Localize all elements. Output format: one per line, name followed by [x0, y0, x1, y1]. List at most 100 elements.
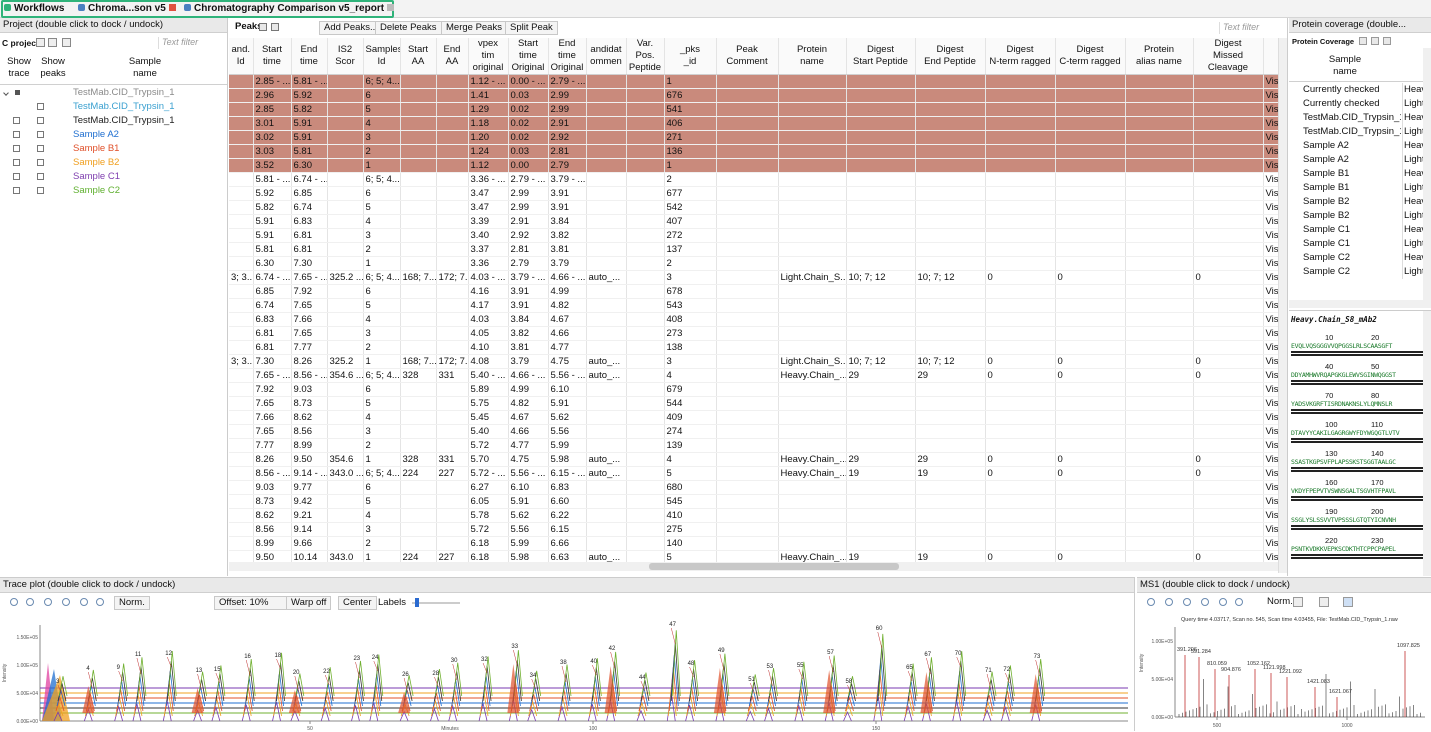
- peak-row[interactable]: 5.81 - ... 6.74 - ... 6; 5; 4... 3.36 - ...…: [229, 172, 1278, 187]
- peak-row[interactable]: 7.92 9.03 6 5.89 4.99 6.10 679 Vis: [229, 382, 1278, 397]
- zoom-icon[interactable]: [1147, 598, 1155, 606]
- toolbar-icon[interactable]: [271, 23, 279, 31]
- peak-row[interactable]: 6.81 7.65 3 4.05 3.82 4.66 273 Vis: [229, 326, 1278, 341]
- checkbox[interactable]: [37, 187, 44, 194]
- checkbox[interactable]: [37, 173, 44, 180]
- project-row[interactable]: Sample A2: [0, 128, 227, 142]
- toolbar-icon[interactable]: [1343, 597, 1353, 607]
- column-header[interactable]: Var. Pos. Peptide: [626, 38, 665, 75]
- column-header[interactable]: End time Original: [548, 38, 587, 75]
- checkbox[interactable]: [13, 159, 20, 166]
- checkbox[interactable]: [37, 131, 44, 138]
- zoom-icon[interactable]: [62, 598, 70, 606]
- peak-row[interactable]: 3.01 5.91 4 1.18 0.02 2.91 406 Vis: [229, 116, 1278, 131]
- toolbar-button[interactable]: Merge Peaks: [441, 21, 507, 35]
- column-header[interactable]: Protein name: [778, 38, 847, 75]
- tab[interactable]: Workflows: [4, 2, 72, 16]
- column-header[interactable]: IS2 Scor: [327, 38, 364, 75]
- column-header[interactable]: [1263, 38, 1278, 75]
- peak-row[interactable]: 7.65 - ... 8.56 - ... 354.6 ... 6; 5; 4... 3…: [229, 368, 1278, 383]
- peak-row[interactable]: 7.65 8.73 5 5.75 4.82 5.91 544 Vis: [229, 396, 1278, 411]
- checkbox[interactable]: [13, 173, 20, 180]
- peak-row[interactable]: 2.85 5.82 5 1.29 0.02 2.99 541 Vis: [229, 102, 1278, 117]
- zoom-icon[interactable]: [96, 598, 104, 606]
- zoom-icon[interactable]: [1235, 598, 1243, 606]
- checkbox[interactable]: [13, 187, 20, 194]
- peak-row[interactable]: 2.96 5.92 6 1.41 0.03 2.99 676 Vis: [229, 88, 1278, 103]
- peak-row[interactable]: 6.74 7.65 5 4.17 3.91 4.82 543 Vis: [229, 298, 1278, 313]
- column-header[interactable]: End time: [291, 38, 328, 75]
- coverage-row[interactable]: Sample C1 Light.: [1289, 237, 1423, 251]
- project-row[interactable]: TestMab.CID_Trypsin_1: [0, 86, 227, 100]
- project-row[interactable]: Sample C1: [0, 170, 227, 184]
- offset-control[interactable]: Offset: 10%: [214, 596, 292, 610]
- coverage-row[interactable]: Sample A2 Heavy: [1289, 139, 1423, 153]
- tree-expander[interactable]: [3, 90, 9, 96]
- tab-close[interactable]: [387, 4, 395, 11]
- checkbox[interactable]: [15, 90, 20, 95]
- coverage-row[interactable]: TestMab.CID_Trypsin_1Light.: [1289, 125, 1423, 139]
- toolbar-button[interactable]: Add Peaks...: [319, 21, 383, 35]
- peak-row[interactable]: 9.50 10.14 343.0 1 224 227 6.18 5.98 6.63 auto_..…: [229, 550, 1278, 562]
- column-header[interactable]: Samples Id: [363, 38, 401, 75]
- coverage-row[interactable]: TestMab.CID_Trypsin_1Heavy: [1289, 111, 1423, 125]
- project-row[interactable]: TestMab.CID_Trypsin_1: [0, 114, 227, 128]
- peak-row[interactable]: 5.91 6.81 3 3.40 2.92 3.82 272 Vis: [229, 228, 1278, 243]
- horizontal-scrollbar[interactable]: [1289, 300, 1423, 308]
- zoom-icon[interactable]: [1165, 598, 1173, 606]
- peak-row[interactable]: 6.81 7.77 2 4.10 3.81 4.77 138 Vis: [229, 340, 1278, 355]
- toolbar-icon[interactable]: [48, 38, 57, 47]
- tab[interactable]: Chromatography Comparison v5_report: [184, 2, 395, 16]
- vertical-scrollbar[interactable]: [1278, 38, 1287, 573]
- project-row[interactable]: Sample C2: [0, 184, 227, 198]
- column-header[interactable]: andidat ommen: [586, 38, 627, 75]
- peak-row[interactable]: 5.82 6.74 5 3.47 2.99 3.91 542 Vis: [229, 200, 1278, 215]
- coverage-row[interactable]: Sample B1 Light.: [1289, 181, 1423, 195]
- coverage-row[interactable]: Sample C1 Heavy: [1289, 223, 1423, 237]
- zoom-icon[interactable]: [10, 598, 18, 606]
- toolbar-icon[interactable]: [259, 23, 267, 31]
- column-header[interactable]: _pks _id: [664, 38, 717, 75]
- checkbox[interactable]: [13, 145, 20, 152]
- peak-row[interactable]: 8.73 9.42 5 6.05 5.91 6.60 545 Vis: [229, 494, 1278, 509]
- toolbar-button[interactable]: Delete Peaks: [375, 21, 442, 35]
- zoom-icon[interactable]: [1201, 598, 1209, 606]
- coverage-row[interactable]: Sample B2 Light.: [1289, 209, 1423, 223]
- peak-row[interactable]: 3.52 6.30 1 1.12 0.00 2.79 1 Vis: [229, 158, 1278, 173]
- coverage-row[interactable]: Currently checked Light.: [1289, 97, 1423, 111]
- norm-button[interactable]: Norm.: [114, 596, 150, 610]
- labels-slider[interactable]: [412, 602, 460, 604]
- project-row[interactable]: Sample B1: [0, 142, 227, 156]
- peak-row[interactable]: 3.02 5.91 3 1.20 0.02 2.92 271 Vis: [229, 130, 1278, 145]
- coverage-row[interactable]: Sample C2 Heavy: [1289, 251, 1423, 265]
- column-header[interactable]: Digest C-term ragged: [1055, 38, 1126, 75]
- toolbar-icon[interactable]: [36, 38, 45, 47]
- coverage-row[interactable]: Sample A2 Light.: [1289, 153, 1423, 167]
- tab[interactable]: Chroma...son v5: [78, 2, 176, 16]
- coverage-row[interactable]: Sample B2 Heavy: [1289, 195, 1423, 209]
- column-header[interactable]: Protein alias name: [1125, 38, 1194, 75]
- toolbar-icon[interactable]: [1319, 597, 1329, 607]
- filter-input[interactable]: Text filter: [158, 37, 226, 49]
- vertical-scrollbar[interactable]: [1423, 48, 1431, 308]
- peak-row[interactable]: 6.83 7.66 4 4.03 3.84 4.67 408 Vis: [229, 312, 1278, 327]
- zoom-icon[interactable]: [1219, 598, 1227, 606]
- zoom-icon[interactable]: [1183, 598, 1191, 606]
- checkbox[interactable]: [37, 145, 44, 152]
- toolbar-icon[interactable]: [1293, 597, 1303, 607]
- column-header[interactable]: Digest N-term ragged: [985, 38, 1056, 75]
- peak-row[interactable]: 7.66 8.62 4 5.45 4.67 5.62 409 Vis: [229, 410, 1278, 425]
- checkbox[interactable]: [13, 117, 20, 124]
- norm-button[interactable]: Norm.: [1267, 596, 1293, 607]
- peak-row[interactable]: 8.99 9.66 2 6.18 5.99 6.66 140 Vis: [229, 536, 1278, 551]
- column-header[interactable]: Start time: [253, 38, 292, 75]
- column-header[interactable]: and. Id: [229, 38, 254, 75]
- zoom-icon[interactable]: [26, 598, 34, 606]
- peak-row[interactable]: 6.30 7.30 1 3.36 2.79 3.79 2 Vis: [229, 256, 1278, 271]
- toolbar-icon[interactable]: [1359, 37, 1367, 45]
- toolbar-button[interactable]: Split Peak: [505, 21, 558, 35]
- peak-row[interactable]: 5.92 6.85 6 3.47 2.99 3.91 677 Vis: [229, 186, 1278, 201]
- coverage-row[interactable]: Sample C2 Light.: [1289, 265, 1423, 279]
- column-header[interactable]: Start time Original: [508, 38, 549, 75]
